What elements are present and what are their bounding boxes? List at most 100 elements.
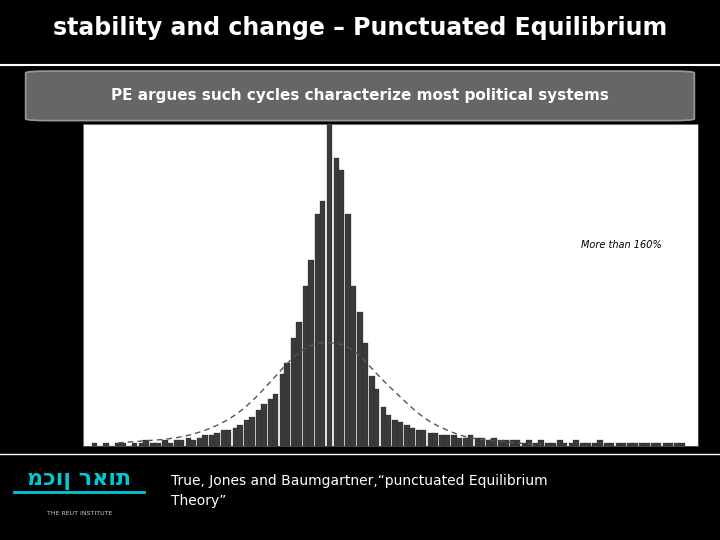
- Bar: [381, 407, 387, 446]
- Bar: [526, 440, 532, 445]
- Bar: [432, 433, 438, 446]
- Bar: [534, 443, 539, 445]
- Bar: [667, 443, 673, 445]
- Bar: [186, 438, 192, 446]
- Bar: [327, 111, 333, 446]
- Bar: [392, 420, 398, 446]
- Bar: [221, 430, 227, 446]
- Bar: [139, 443, 145, 445]
- Bar: [238, 425, 243, 446]
- Bar: [580, 443, 586, 445]
- Bar: [179, 440, 184, 445]
- Bar: [167, 443, 173, 445]
- Bar: [233, 428, 238, 445]
- Bar: [651, 443, 657, 445]
- Bar: [115, 443, 121, 445]
- Bar: [420, 430, 426, 446]
- Bar: [632, 443, 638, 445]
- Bar: [592, 443, 598, 445]
- Text: THE REUT INSTITUTE: THE REUT INSTITUTE: [47, 511, 112, 516]
- Bar: [315, 214, 320, 446]
- Bar: [644, 443, 649, 445]
- Bar: [515, 440, 521, 445]
- Bar: [91, 443, 97, 445]
- Bar: [463, 438, 469, 446]
- Bar: [320, 201, 325, 446]
- Bar: [550, 443, 556, 445]
- Bar: [268, 399, 274, 446]
- Bar: [338, 171, 344, 446]
- Bar: [209, 435, 215, 445]
- Bar: [456, 438, 462, 446]
- Bar: [627, 443, 633, 445]
- Bar: [104, 443, 109, 445]
- Bar: [662, 443, 668, 445]
- Bar: [284, 363, 290, 446]
- Bar: [374, 389, 379, 446]
- X-axis label: Annual Percentage Change, Budget Authority FY 1948-2003 (Constant 2003 $): Annual Percentage Change, Budget Authori…: [212, 463, 569, 472]
- Bar: [120, 443, 126, 445]
- Bar: [404, 425, 410, 446]
- Bar: [197, 438, 203, 446]
- Bar: [608, 443, 614, 445]
- Bar: [486, 440, 492, 445]
- Bar: [362, 343, 368, 445]
- Bar: [350, 286, 356, 445]
- Bar: [296, 322, 302, 446]
- Text: More than 160%: More than 160%: [581, 240, 662, 250]
- Text: PE argues such cycles characterize most political systems: PE argues such cycles characterize most …: [111, 89, 609, 103]
- Bar: [521, 443, 528, 445]
- Bar: [444, 435, 450, 445]
- Bar: [428, 433, 433, 446]
- Bar: [503, 440, 508, 445]
- Bar: [256, 409, 262, 445]
- Bar: [249, 417, 255, 446]
- Bar: [616, 443, 621, 445]
- Bar: [538, 440, 544, 445]
- Bar: [132, 443, 138, 445]
- Bar: [545, 443, 551, 445]
- Bar: [279, 374, 285, 445]
- Bar: [155, 443, 161, 445]
- Bar: [150, 443, 156, 445]
- Bar: [244, 420, 251, 446]
- Bar: [675, 443, 680, 445]
- Bar: [225, 430, 231, 446]
- Bar: [569, 443, 575, 445]
- Bar: [597, 440, 603, 445]
- Bar: [303, 286, 309, 445]
- Bar: [474, 438, 480, 446]
- Bar: [369, 376, 374, 446]
- Bar: [292, 338, 297, 446]
- Bar: [397, 422, 403, 446]
- Bar: [491, 438, 497, 446]
- Bar: [333, 158, 340, 445]
- Bar: [202, 435, 208, 445]
- FancyBboxPatch shape: [26, 71, 694, 120]
- Bar: [273, 394, 279, 446]
- Bar: [467, 435, 474, 445]
- Bar: [385, 415, 391, 446]
- Bar: [439, 435, 445, 445]
- Bar: [190, 440, 196, 445]
- Bar: [409, 428, 415, 445]
- Bar: [174, 440, 180, 445]
- Bar: [451, 435, 457, 445]
- Bar: [307, 260, 314, 445]
- Bar: [510, 440, 516, 445]
- Bar: [416, 430, 422, 446]
- Bar: [261, 404, 266, 445]
- Bar: [573, 440, 579, 445]
- Bar: [480, 438, 485, 446]
- Text: True, Jones and Baumgartner,“punctuated Equilibrium
Theory”: True, Jones and Baumgartner,“punctuated …: [171, 474, 548, 508]
- Bar: [562, 443, 567, 445]
- Text: מכון ראות: מכון ראות: [27, 470, 131, 490]
- Text: stability and change – Punctuated Equilibrium: stability and change – Punctuated Equili…: [53, 16, 667, 40]
- Bar: [639, 443, 645, 445]
- Bar: [346, 214, 351, 446]
- Bar: [655, 443, 662, 445]
- Bar: [557, 440, 563, 445]
- Bar: [357, 312, 363, 446]
- Bar: [585, 443, 591, 445]
- Bar: [620, 443, 626, 445]
